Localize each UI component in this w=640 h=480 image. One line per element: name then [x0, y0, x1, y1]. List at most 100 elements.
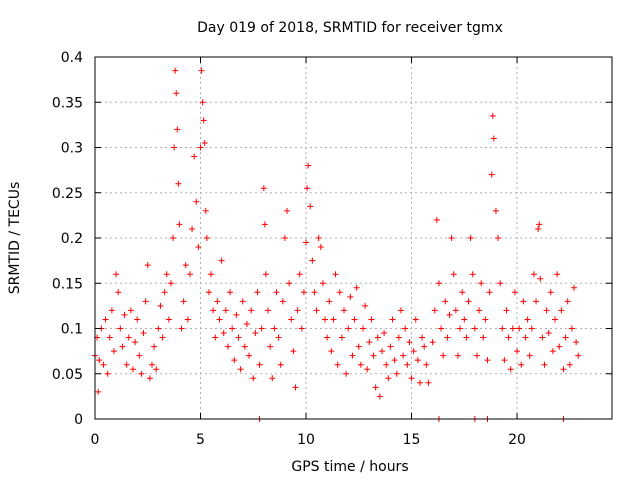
data-point	[233, 311, 240, 318]
data-point	[104, 370, 111, 377]
data-point	[545, 330, 552, 337]
data-point	[355, 343, 362, 350]
y-tick-label: 0.05	[52, 367, 83, 383]
ticks: 0 5 10 15 20 0 0.05 0.1 0.15 0.2 0.25 0.3 0.35 0.4	[52, 50, 612, 448]
data-point	[273, 289, 280, 296]
data-point	[410, 348, 417, 355]
data-point	[173, 90, 180, 97]
data-point	[539, 334, 546, 341]
data-point	[435, 280, 442, 287]
data-point	[220, 330, 227, 337]
data-point	[489, 112, 496, 119]
data-point	[541, 361, 548, 368]
data-point	[193, 198, 200, 205]
data-point	[412, 316, 419, 323]
data-point	[125, 334, 132, 341]
data-point	[408, 375, 415, 382]
data-point	[530, 271, 537, 278]
data-point	[222, 307, 229, 314]
data-point	[400, 352, 407, 359]
data-point	[224, 343, 231, 350]
data-point	[186, 271, 193, 278]
data-point	[543, 307, 550, 314]
data-point	[180, 298, 187, 305]
data-point	[393, 370, 400, 377]
data-point	[284, 207, 291, 214]
data-point	[347, 293, 354, 300]
data-point	[552, 316, 559, 323]
data-point	[395, 334, 402, 341]
data-point	[404, 361, 411, 368]
data-point	[362, 302, 369, 309]
data-point	[171, 144, 178, 151]
data-point	[419, 334, 426, 341]
data-point	[269, 375, 276, 382]
data-point	[471, 325, 478, 332]
data-point	[184, 316, 191, 323]
data-point	[279, 298, 286, 305]
data-point	[313, 307, 320, 314]
data-point	[536, 221, 543, 228]
data-point	[119, 343, 126, 350]
data-point	[364, 366, 371, 373]
data-point	[203, 235, 210, 241]
y-tick-label: 0.4	[61, 50, 83, 66]
data-point	[241, 343, 248, 350]
y-tick-label: 0.15	[52, 276, 83, 292]
data-point	[444, 334, 451, 341]
data-point	[359, 325, 366, 332]
data-point	[575, 352, 582, 359]
y-tick-label: 0.1	[61, 322, 83, 338]
data-point	[161, 289, 168, 296]
data-point	[199, 99, 206, 106]
data-point	[115, 289, 122, 296]
data-point	[343, 370, 350, 377]
data-point	[520, 298, 527, 305]
data-point	[336, 289, 343, 296]
data-point	[414, 357, 421, 364]
y-tick-label: 0.25	[52, 186, 83, 202]
y-axis-label: SRMTID / TECUs	[7, 182, 23, 295]
data-point	[151, 343, 158, 350]
data-point	[136, 352, 143, 359]
data-point	[281, 235, 288, 241]
data-point	[516, 325, 523, 332]
data-point	[311, 289, 318, 296]
data-point	[170, 235, 177, 241]
data-point	[132, 339, 139, 346]
data-point	[315, 235, 322, 241]
data-point	[334, 361, 341, 368]
data-point	[218, 257, 225, 264]
data-point	[461, 316, 468, 323]
data-point	[473, 352, 480, 359]
data-point	[174, 126, 181, 133]
grid	[95, 57, 612, 419]
data-point	[148, 361, 155, 368]
data-point	[457, 325, 464, 332]
data-point	[454, 352, 461, 359]
data-point	[195, 244, 202, 251]
data-point	[378, 348, 385, 355]
data-point	[250, 375, 257, 382]
data-point	[484, 357, 491, 364]
data-point	[140, 330, 147, 337]
data-point	[503, 307, 510, 314]
data-point	[155, 325, 162, 332]
data-point	[265, 307, 272, 314]
data-point	[353, 284, 360, 291]
data-point	[298, 325, 305, 332]
data-point	[522, 334, 529, 341]
data-point	[202, 207, 209, 214]
data-point	[505, 334, 512, 341]
data-point	[189, 225, 196, 232]
data-point	[425, 379, 432, 386]
data-point	[286, 280, 293, 287]
data-point	[267, 343, 274, 350]
data-point	[123, 361, 130, 368]
data-point	[277, 361, 284, 368]
data-point	[142, 298, 149, 305]
data-point	[486, 289, 493, 296]
data-point	[376, 393, 383, 400]
